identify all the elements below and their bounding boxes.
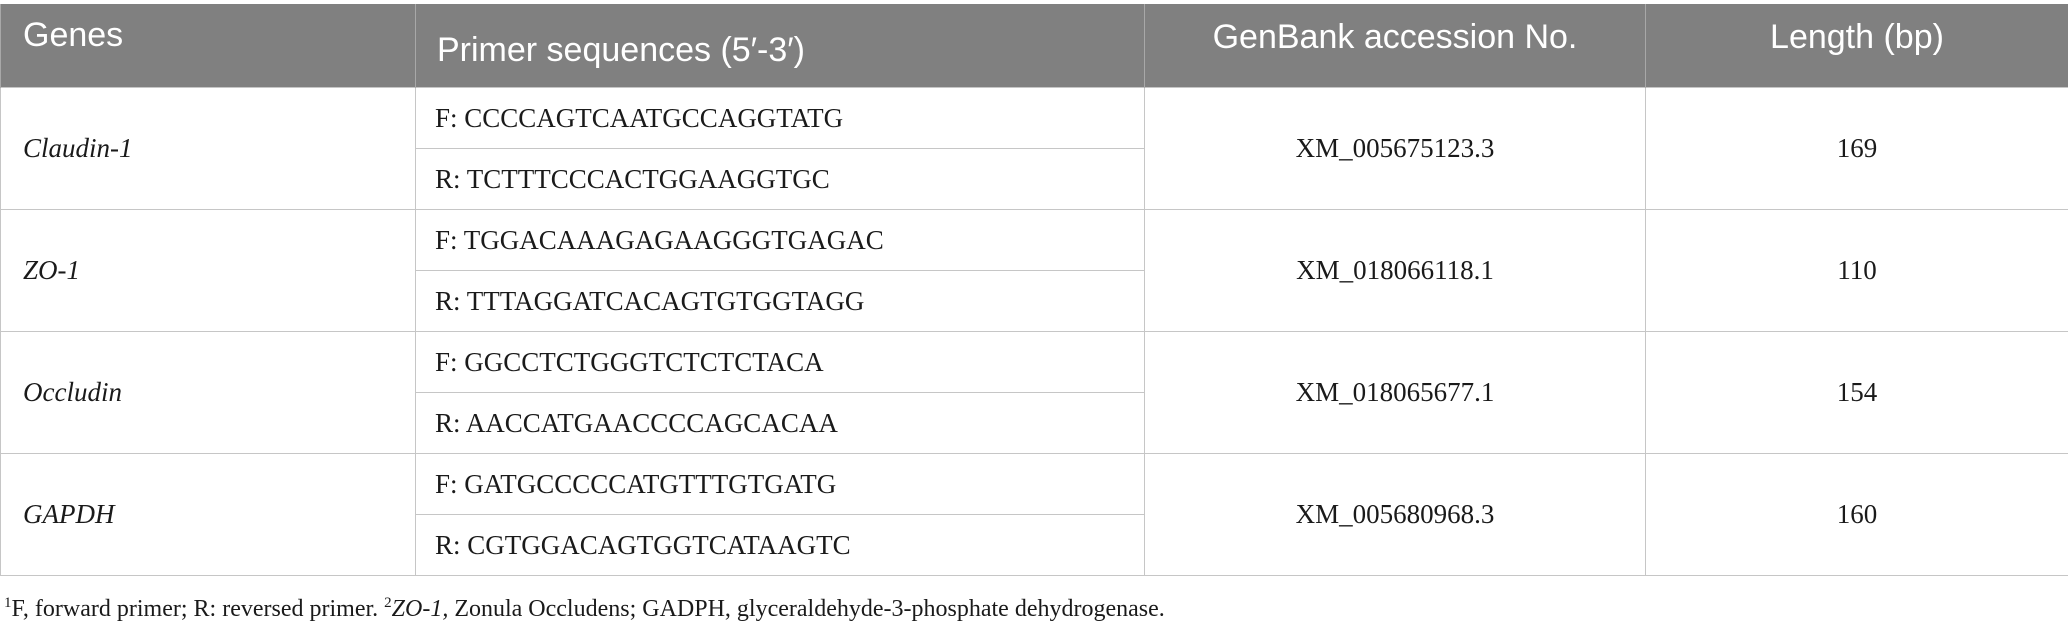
- table-row: R: TCTTTCCCACTGGAAGGTGC: [1, 148, 2068, 210]
- table-body: Claudin-1 F: CCCCAGTCAATGCCAGGTATG XM_00…: [0, 87, 2068, 576]
- forward-primer: F: GATGCCCCCATGTTTGTGATG: [415, 453, 1145, 515]
- gene-name: Claudin-1: [0, 87, 416, 210]
- table-row: R: TTTAGGATCACAGTGTGGTAGG: [1, 270, 2068, 332]
- table-row: GAPDH F: GATGCCCCCATGTTTGTGATG XM_005680…: [0, 453, 2068, 576]
- table-row: ZO-1 F: TGGACAAAGAGAAGGGTGAGAC XM_018066…: [0, 209, 2068, 332]
- table-row: Claudin-1 F: CCCCAGTCAATGCCAGGTATG XM_00…: [0, 87, 2068, 210]
- header-length: Length (bp): [1645, 4, 2068, 88]
- primer-table: Genes Primer sequences (5′-3′) GenBank a…: [0, 4, 2068, 576]
- table-footnote: 1F, forward primer; R: reversed primer. …: [4, 596, 1165, 623]
- gene-name: ZO-1: [0, 209, 416, 332]
- header-primer-sequences: Primer sequences (5′-3′): [415, 4, 1145, 88]
- accession-number: XM_005680968.3: [1144, 453, 1646, 576]
- forward-primer: F: CCCCAGTCAATGCCAGGTATG: [415, 87, 1145, 149]
- forward-primer: F: GGCCTCTGGGTCTCTCTACA: [415, 331, 1145, 393]
- header-row: Genes Primer sequences (5′-3′) GenBank a…: [0, 4, 2068, 88]
- amplicon-length: 110: [1645, 209, 2068, 332]
- reverse-primer: R: TTTAGGATCACAGTGTGGTAGG: [415, 270, 1145, 332]
- accession-number: XM_018065677.1: [1144, 331, 1646, 454]
- table-row: Occludin F: GGCCTCTGGGTCTCTCTACA XM_0180…: [0, 331, 2068, 454]
- amplicon-length: 169: [1645, 87, 2068, 210]
- accession-number: XM_005675123.3: [1144, 87, 1646, 210]
- header-genbank-accession: GenBank accession No.: [1144, 4, 1646, 88]
- table-header: Genes Primer sequences (5′-3′) GenBank a…: [0, 4, 2068, 88]
- accession-number: XM_018066118.1: [1144, 209, 1646, 332]
- gene-name: GAPDH: [0, 453, 416, 576]
- primer-table-container: Genes Primer sequences (5′-3′) GenBank a…: [0, 4, 2068, 576]
- footnote-gene-name: ZO-1,: [391, 596, 449, 622]
- header-genes: Genes: [0, 4, 416, 88]
- amplicon-length: 154: [1645, 331, 2068, 454]
- forward-primer: F: TGGACAAAGAGAAGGGTGAGAC: [415, 209, 1145, 271]
- gene-name: Occludin: [0, 331, 416, 454]
- reverse-primer: R: TCTTTCCCACTGGAAGGTGC: [415, 148, 1145, 210]
- reverse-primer: R: AACCATGAACCCCAGCACAA: [415, 392, 1145, 454]
- table-row: R: AACCATGAACCCCAGCACAA: [1, 392, 2068, 454]
- footnote-marker-2: 2: [384, 595, 392, 611]
- reverse-primer: R: CGTGGACAGTGGTCATAAGTC: [415, 514, 1145, 576]
- footnote-marker-1: 1: [4, 595, 12, 611]
- footnote-text-1: F, forward primer; R: reversed primer.: [11, 596, 385, 622]
- amplicon-length: 160: [1645, 453, 2068, 576]
- footnote-text-2: Zonula Occludens; GADPH, glyceraldehyde-…: [448, 596, 1165, 622]
- table-row: R: CGTGGACAGTGGTCATAAGTC: [1, 514, 2068, 576]
